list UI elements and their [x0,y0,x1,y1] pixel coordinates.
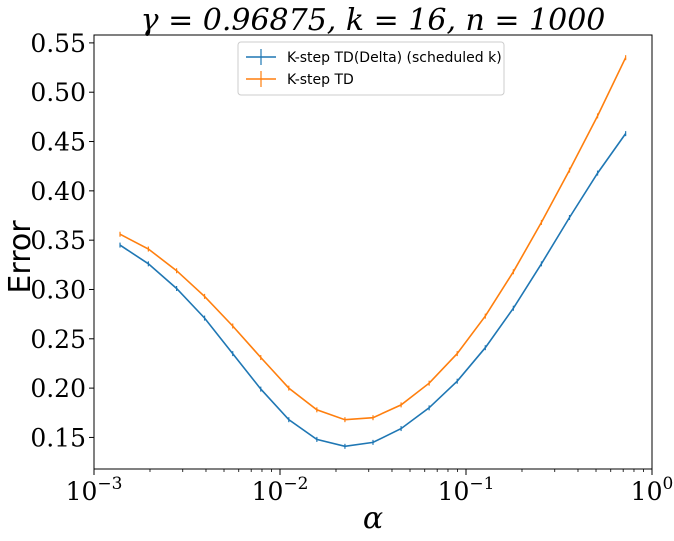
legend-box [237,41,505,96]
plot-frame [93,34,653,470]
x-tick-label-exponent: −2 [283,474,308,494]
y-tick-label: 0.35 [30,226,86,255]
y-tick-label: 0.40 [30,177,86,206]
y-tick-label: 0.25 [30,325,86,354]
legend-label: K-step TD [287,72,354,88]
x-tick-label: 10−1 [438,474,495,506]
y-axis-label: Error [3,220,38,294]
x-tick-label-base: 10 [631,477,663,506]
x-tick-label-base: 10 [438,477,470,506]
series-line [119,57,627,421]
x-tick-label-exponent: 0 [662,474,673,494]
series-line [119,133,627,448]
x-tick-label-exponent: −1 [469,474,494,494]
x-tick-label-exponent: −3 [97,474,122,494]
legend-label: K-step TD(Delta) (scheduled k) [287,50,502,66]
legend: K-step TD(Delta) (scheduled k) K-step TD [237,41,505,96]
x-axis-label: α [363,501,383,536]
y-tick-label: 0.55 [30,29,86,58]
x-tick-label: 10−3 [66,474,123,506]
x-tick-label: 10−2 [252,474,309,506]
chart-title: γ = 0.96875, k = 16, n = 1000 [141,3,606,38]
y-tick-label: 0.20 [30,374,86,403]
x-tick-label-base: 10 [252,477,284,506]
x-tick-label: 100 [631,474,674,506]
y-tick-label: 0.50 [30,78,86,107]
x-tick-label-base: 10 [66,477,98,506]
y-tick-label: 0.45 [30,128,86,157]
y-tick-label: 0.30 [30,275,86,304]
y-tick-label: 0.15 [30,423,86,452]
